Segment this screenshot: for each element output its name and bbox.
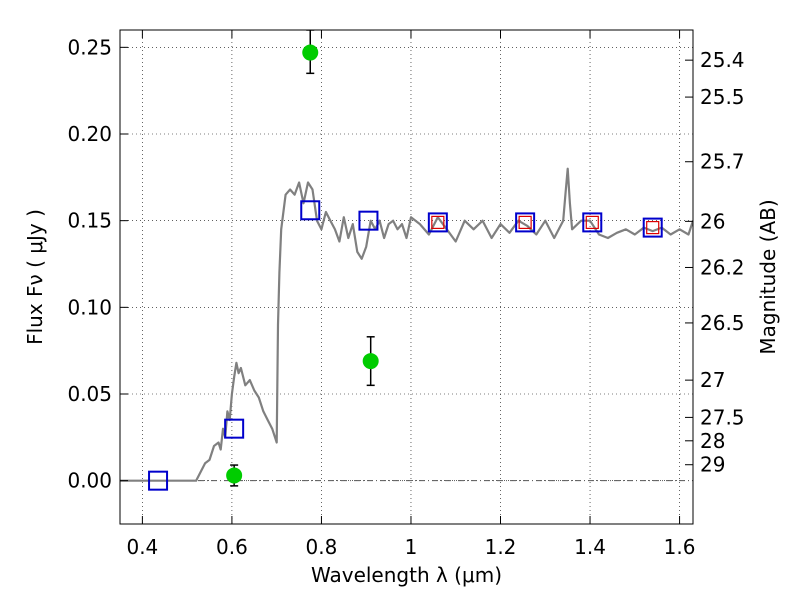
right-tick-label: 29 (700, 453, 725, 477)
right-tick-label: 27 (700, 368, 725, 392)
model-flux-inner-square (431, 215, 445, 229)
right-axis-label: Magnitude (AB) (756, 199, 780, 354)
model-flux-inner-square (585, 215, 599, 229)
x-tick-label: 0.6 (216, 535, 248, 559)
right-tick-label: 25.4 (700, 48, 745, 72)
y-tick-label: 0.25 (67, 35, 112, 59)
x-tick-label: 0.4 (126, 535, 158, 559)
right-tick-label: 26.5 (700, 311, 745, 335)
y-tick-label: 0.05 (67, 382, 112, 406)
model-flux-square (148, 470, 169, 491)
model-flux-square (224, 418, 245, 439)
model-flux-square (300, 200, 321, 221)
x-tick-label: 1.6 (664, 535, 696, 559)
y-tick-label: 0.10 (67, 295, 112, 319)
right-tick-label: 26.2 (700, 255, 745, 279)
x-tick-label: 0.8 (306, 535, 338, 559)
model-flux-square (582, 212, 603, 233)
ticks: 0.4 0.6 0.8 1 1.2 1.4 1.6 0.00 0.05 0.10 0.15 0.20 0… (67, 30, 745, 559)
model-flux-square (358, 210, 379, 231)
y-tick-label: 0.15 (67, 209, 112, 233)
model-flux-square (427, 212, 448, 233)
observed-flux-point (226, 467, 243, 484)
right-tick-label: 28 (700, 429, 725, 453)
model-flux-inner-square (646, 221, 660, 235)
model-flux-square (515, 212, 536, 233)
spectrum-line (120, 167, 693, 482)
observed-flux-point (302, 44, 319, 61)
right-tick-label: 27.5 (700, 405, 745, 429)
plot-content (120, 30, 693, 491)
plot-frame (119, 29, 694, 525)
right-tick-label: 26 (700, 209, 725, 233)
model-flux-inner-square (518, 215, 532, 229)
x-tick-label: 1.2 (485, 535, 517, 559)
observed-flux-point (362, 353, 379, 370)
y-tick-label: 0.00 (67, 469, 112, 493)
x-tick-label: 1.4 (574, 535, 606, 559)
x-axis-label: Wavelength λ (μm) (311, 563, 502, 587)
grid (120, 30, 693, 524)
y-tick-label: 0.20 (67, 122, 112, 146)
right-tick-label: 25.7 (700, 150, 745, 174)
model-flux-square (642, 217, 663, 238)
right-tick-label: 25.5 (700, 85, 745, 109)
y-axis-label: Flux Fν ( μJy ) (23, 209, 47, 345)
x-tick-label: 1 (405, 535, 418, 559)
